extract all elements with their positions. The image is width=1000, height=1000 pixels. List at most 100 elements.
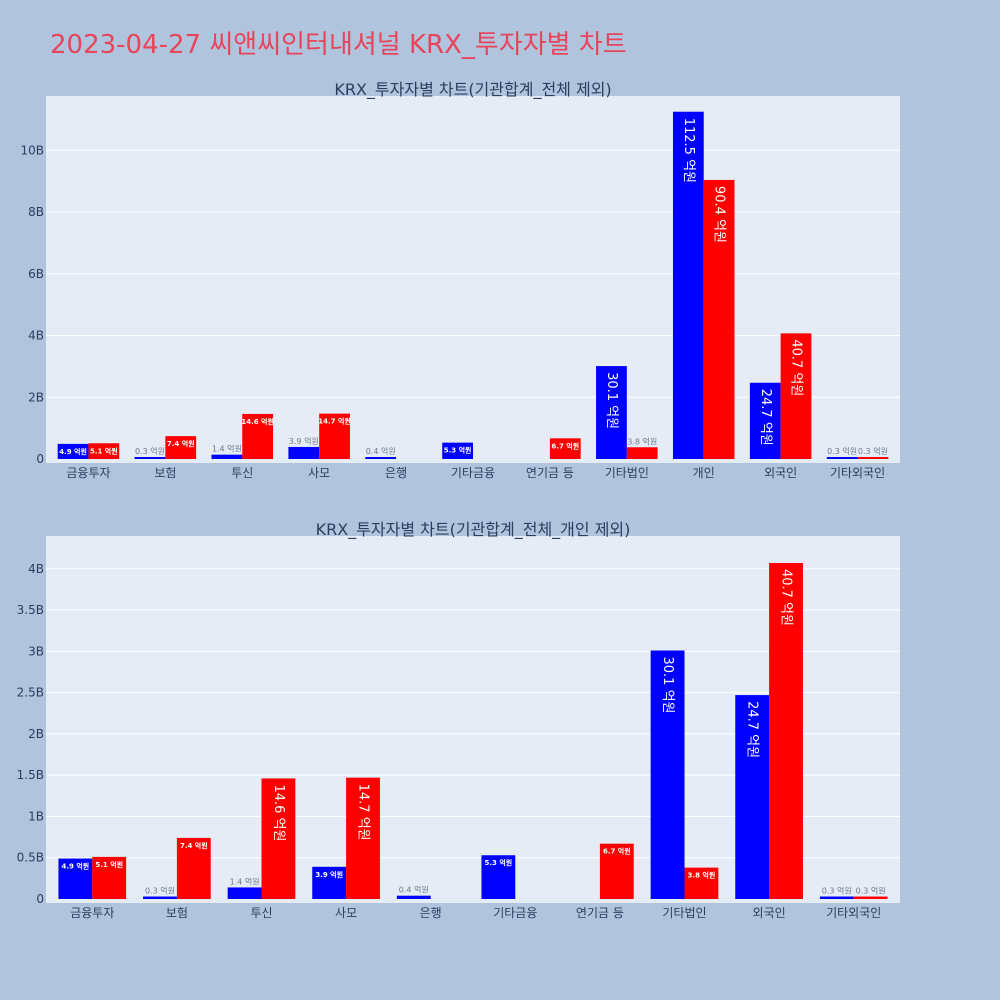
x-tick-label: 은행	[420, 905, 442, 920]
bar	[365, 457, 397, 459]
x-tick-label: 기타금융	[451, 466, 495, 480]
bar-label: 3.8 억원	[627, 436, 657, 446]
x-tick-label: 연기금 등	[576, 906, 624, 920]
bar	[626, 447, 658, 459]
bar	[703, 179, 735, 459]
bar	[346, 777, 380, 899]
bar	[143, 896, 177, 899]
bar	[650, 650, 685, 899]
x-tick-label: 사모	[335, 906, 357, 920]
x-tick-label: 외국인	[764, 466, 797, 480]
x-tick-label: 은행	[385, 465, 407, 480]
bar	[735, 695, 770, 899]
y-tick-label: 2B	[28, 390, 44, 404]
bar	[319, 413, 350, 459]
y-tick-label: 3B	[28, 644, 44, 658]
bar-label: 14.7 억원	[318, 417, 351, 426]
bar	[596, 366, 627, 459]
y-tick-label: 0.5B	[17, 851, 44, 865]
chart-title: KRX_투자자별 차트(기관합계_전체 제외)	[334, 80, 611, 100]
bar-label: 24.7 억원	[758, 389, 773, 446]
chart-1: KRX_투자자별 차트(기관합계_전체 제외) 0 2B 4B 6B 8B 10B 4.9 억…	[20, 80, 900, 480]
bar	[227, 887, 262, 899]
bar	[780, 333, 812, 459]
x-tick-label: 기타금융	[493, 906, 537, 920]
x-tick-label: 사모	[308, 466, 330, 480]
bar-label: 40.7 억원	[779, 569, 794, 626]
bar-label: 4.9 억원	[62, 862, 90, 871]
bar-label: 30.1 억원	[660, 657, 675, 714]
bar-label: 5.3 억원	[444, 446, 472, 455]
bar-label: 0.3 억원	[858, 446, 888, 456]
bar-label: 0.3 억원	[856, 886, 886, 896]
bar-label: 3.9 억원	[289, 436, 319, 446]
y-tick-label: 1.5B	[17, 768, 44, 782]
bar	[549, 438, 581, 459]
bar-label: 24.7 억원	[745, 701, 760, 758]
y-tick-label: 4B	[28, 329, 44, 343]
bar-label: 3.8 억원	[688, 871, 716, 880]
x-tick-label: 투신	[231, 466, 253, 480]
bar	[442, 442, 473, 459]
bar-label: 1.4 억원	[230, 876, 260, 886]
bar-label: 14.6 억원	[271, 784, 286, 841]
chart-2: KRX_투자자별 차트(기관합계_전체_개인 제외) 0 0.5B 1B 1.5B 2B 2…	[17, 520, 900, 920]
page-title: 2023-04-27 씨앤씨인터내셔널 KRX_투자자별 차트	[50, 30, 627, 60]
bar	[749, 382, 781, 459]
bar	[211, 454, 243, 459]
bar	[165, 436, 197, 459]
bar-label: 0.3 억원	[822, 886, 852, 896]
x-tick-label: 금융투자	[70, 906, 114, 920]
bar-label: 7.4 억원	[180, 841, 208, 850]
bar-label: 6.7 억원	[603, 847, 631, 856]
bar	[88, 443, 120, 459]
bar	[288, 446, 320, 459]
y-tick-label: 10B	[20, 143, 44, 157]
bar-label: 6.7 억원	[551, 441, 579, 450]
bar-label: 0.4 억원	[366, 446, 396, 456]
bar	[261, 778, 296, 899]
x-tick-label: 개인	[693, 466, 715, 480]
y-tick-label: 2B	[28, 727, 44, 741]
x-tick-label: 기타외국인	[826, 906, 881, 920]
bar	[599, 843, 634, 899]
y-tick-label: 0	[36, 452, 44, 466]
y-tick-label: 1B	[28, 809, 44, 823]
bar	[672, 111, 704, 459]
x-tick-label: 보험	[154, 466, 176, 480]
bar-label: 0.3 억원	[135, 446, 165, 456]
x-tick-label: 투신	[250, 906, 272, 920]
bar	[176, 837, 211, 899]
bar-label: 5.1 억원	[90, 446, 118, 455]
x-tick-label: 외국인	[753, 906, 786, 920]
bar-label: 7.4 억원	[167, 439, 195, 448]
bar-label: 4.9 억원	[59, 447, 87, 456]
x-tick-label: 기타외국인	[830, 466, 885, 480]
y-tick-label: 0	[36, 892, 44, 906]
bar	[312, 866, 347, 899]
y-tick-label: 4B	[28, 562, 44, 576]
bar-label: 30.1 억원	[604, 372, 619, 429]
bar-label: 5.3 억원	[485, 858, 513, 867]
bar-label: 1.4 억원	[212, 444, 242, 454]
x-tick-label: 금융투자	[66, 466, 110, 480]
bar	[57, 443, 89, 459]
x-tick-label: 보험	[166, 906, 188, 920]
x-tick-label: 연기금 등	[526, 466, 574, 480]
bar	[684, 867, 719, 899]
bar	[857, 457, 889, 459]
bar	[242, 413, 274, 459]
bar-label: 0.3 억원	[827, 446, 857, 456]
y-tick-label: 6B	[28, 267, 44, 281]
bar-label: 90.4 억원	[712, 186, 727, 243]
bar	[769, 562, 803, 899]
bar-label: 112.5 억원	[681, 118, 696, 183]
bar	[819, 896, 854, 899]
bar-label: 0.4 억원	[399, 885, 429, 895]
bar	[481, 855, 516, 899]
bar	[92, 856, 127, 899]
y-tick-label: 3.5B	[17, 603, 44, 617]
y-tick-label: 2.5B	[17, 686, 44, 700]
bar-label: 5.1 억원	[95, 860, 123, 869]
